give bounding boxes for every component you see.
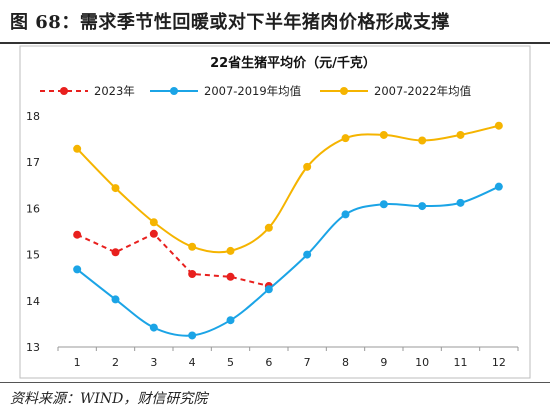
data-point — [226, 246, 235, 255]
y-tick-label: 14 — [26, 295, 40, 308]
x-tick-label: 8 — [342, 356, 349, 369]
plot-area — [73, 121, 503, 340]
title-rule — [0, 42, 550, 44]
legend-label: 2007-2019年均值 — [204, 84, 302, 98]
x-tick-label: 7 — [304, 356, 311, 369]
legend-item: 2007-2019年均值 — [150, 84, 302, 98]
series-3 — [73, 121, 503, 255]
series-line — [76, 232, 270, 287]
legend-item: 2007-2022年均值 — [320, 84, 472, 98]
legend-label: 2007-2022年均值 — [374, 84, 472, 98]
data-point — [226, 272, 235, 281]
legend-item: 2023年 — [40, 84, 135, 98]
chart-title: 22省生猪平均价（元/千克） — [210, 55, 376, 71]
y-tick-label: 13 — [26, 341, 40, 354]
y-tick-label: 18 — [26, 110, 40, 123]
data-point — [494, 121, 503, 130]
figure-title: 图 68：需求季节性回暖或对下半年猪肉价格形成支撑 — [10, 12, 450, 33]
data-point — [149, 229, 158, 238]
x-tick-label: 5 — [227, 356, 234, 369]
x-tick-label: 10 — [415, 356, 429, 369]
y-tick-label: 15 — [26, 249, 40, 262]
data-point — [188, 270, 197, 279]
chart-frame — [19, 45, 531, 379]
data-point — [111, 248, 120, 257]
data-point — [341, 134, 350, 143]
data-point — [303, 250, 312, 259]
data-point — [188, 331, 197, 340]
data-point — [111, 295, 120, 304]
data-point — [418, 202, 427, 211]
data-point — [111, 184, 120, 193]
data-point — [418, 136, 427, 145]
x-tick-label: 11 — [454, 356, 468, 369]
data-point — [73, 144, 82, 153]
x-tick-label: 3 — [150, 356, 157, 369]
x-tick-label: 4 — [189, 356, 196, 369]
series-line — [76, 124, 500, 254]
source-note: 资料来源：WIND，财信研究院 — [10, 391, 208, 407]
data-point — [456, 198, 465, 207]
data-point — [264, 223, 273, 232]
x-tick-label: 1 — [74, 356, 81, 369]
x-tick-label: 6 — [265, 356, 272, 369]
data-point — [149, 323, 158, 332]
data-point — [494, 182, 503, 191]
data-point — [303, 162, 312, 171]
series-2 — [73, 182, 503, 340]
x-tick-label: 2 — [112, 356, 119, 369]
data-point — [73, 265, 82, 274]
x-tick-label: 9 — [380, 356, 387, 369]
data-point — [379, 200, 388, 209]
series-1 — [73, 229, 273, 291]
data-point — [379, 130, 388, 139]
legend: 2023年 2007-2019年均值 2007-2022年均值 — [40, 84, 472, 98]
data-point — [456, 130, 465, 139]
x-tick-label: 12 — [492, 356, 506, 369]
data-point — [149, 218, 158, 227]
source-rule — [0, 382, 550, 383]
y-tick-label: 17 — [26, 156, 40, 169]
series-line — [76, 185, 500, 337]
legend-marker — [170, 87, 178, 95]
legend-label: 2023年 — [94, 84, 135, 98]
data-point — [226, 316, 235, 325]
legend-marker — [340, 87, 348, 95]
y-tick-label: 16 — [26, 202, 40, 215]
data-point — [73, 230, 82, 239]
legend-marker — [60, 87, 68, 95]
data-point — [188, 242, 197, 251]
data-point — [341, 210, 350, 219]
data-point — [264, 285, 273, 294]
